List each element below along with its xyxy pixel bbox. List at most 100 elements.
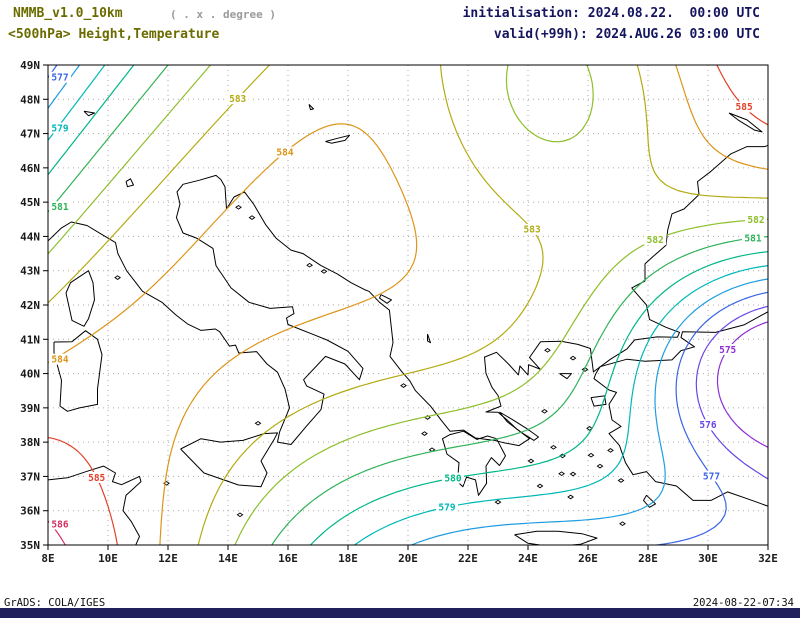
contour-label: 585: [88, 473, 105, 484]
contour-label-bg: [697, 419, 719, 431]
contour-label-bg: [85, 472, 108, 483]
island: [421, 431, 428, 436]
contour-line-575: [716, 321, 768, 448]
island: [541, 408, 548, 414]
contour-label-bg: [226, 93, 249, 104]
x-axis-label: 12E: [158, 552, 178, 565]
island: [567, 494, 574, 500]
contour-labels: 577 579 581 583 584 584 585 586 585 583 582 582 581 5…: [49, 71, 767, 530]
island: [428, 447, 436, 453]
contour-label-bg: [742, 232, 764, 244]
contour-line-583: [48, 65, 768, 545]
contour-label-bg: [49, 71, 71, 83]
y-axis-label: 40N: [20, 368, 40, 381]
contour-label: 575: [719, 345, 736, 356]
island: [569, 471, 577, 477]
contour-label-bg: [436, 501, 458, 513]
contour-line-584: [48, 65, 768, 545]
contour-line-582: [48, 65, 768, 545]
island: [596, 463, 604, 469]
contour-label-bg: [49, 353, 71, 365]
contour-label: 582: [647, 235, 664, 246]
island: [619, 521, 626, 527]
contour-label-bg: [733, 101, 756, 113]
coastline: [593, 311, 768, 507]
island: [306, 262, 313, 268]
contour-label: 584: [51, 355, 68, 366]
coastline: [379, 294, 392, 304]
contour-label: 576: [699, 420, 716, 431]
coastline: [83, 110, 95, 117]
grid-lines: [48, 65, 768, 545]
contour-label-bg: [442, 472, 464, 484]
coastline: [48, 144, 768, 447]
island: [536, 483, 544, 489]
y-axis-label: 36N: [20, 505, 40, 518]
contour-line-580: [48, 65, 768, 545]
y-axis-label: 44N: [20, 230, 40, 243]
island: [587, 452, 595, 458]
coastline: [48, 465, 142, 545]
island: [400, 383, 407, 388]
island: [114, 275, 121, 280]
contour-label-bg: [521, 223, 544, 235]
y-axis-label: 45N: [20, 196, 40, 209]
island: [617, 478, 625, 483]
contour-label: 579: [51, 123, 68, 134]
island: [527, 458, 535, 464]
y-axis-label: 43N: [20, 265, 40, 278]
coastline: [325, 134, 350, 144]
contour-label-bg: [274, 146, 296, 158]
degree-note: ( . x . degree ): [170, 8, 276, 21]
contour-label-bg: [49, 201, 71, 213]
y-axis-label: 42N: [20, 299, 40, 312]
contour-label: 580: [444, 473, 461, 484]
contour-label: 579: [438, 502, 455, 513]
y-axis-label: 39N: [20, 402, 40, 415]
contour-line-578: [48, 65, 768, 545]
axes: 8E 10E 12E 14E 16E 18E 20E 22E 24E 26E 28E 30E 32E 49…: [20, 59, 778, 565]
contour-label: 581: [744, 233, 761, 244]
level-title: <500hPa> Height,Temperature: [8, 27, 220, 42]
contour-label: 583: [229, 94, 246, 105]
coastline: [643, 494, 656, 508]
model-title: NMMB_v1.0_10km: [13, 6, 123, 21]
x-axis-label: 8E: [41, 552, 54, 565]
contour-label: 577: [703, 471, 720, 482]
x-axis-label: 26E: [578, 552, 598, 565]
coastline: [125, 178, 134, 188]
y-axis-label: 48N: [20, 93, 40, 106]
y-axis-label: 38N: [20, 436, 40, 449]
valid-time: valid(+99h): 2024.AUG.26 03:00 UTC: [493, 27, 760, 42]
contour-label: 584: [276, 148, 293, 159]
contour-label: 583: [524, 225, 541, 236]
y-axis-label: 47N: [20, 128, 40, 141]
x-axis-label: 14E: [218, 552, 238, 565]
map-content: [48, 65, 768, 545]
island: [559, 453, 566, 459]
coastline: [53, 330, 103, 412]
island: [550, 444, 557, 450]
creation-timestamp: 2024-08-22-07:34: [692, 597, 794, 609]
contour-label-bg: [49, 122, 71, 134]
contour-label-bg: [700, 470, 723, 482]
y-axis-label: 46N: [20, 162, 40, 175]
contour-label: 585: [736, 102, 753, 113]
contour-label: 577: [51, 73, 68, 84]
coastline: [308, 104, 314, 111]
contour-line-576: [695, 305, 768, 480]
coastline: [427, 333, 431, 344]
y-axis-label: 41N: [20, 333, 40, 346]
init-time: initialisation: 2024.08.22. 00:00 UTC: [462, 6, 760, 21]
x-axis-label: 22E: [458, 552, 478, 565]
contour-label: 581: [51, 202, 68, 213]
coastline: [65, 270, 95, 327]
island: [494, 499, 502, 505]
island: [607, 448, 614, 453]
island: [569, 355, 577, 361]
grads-credit: GrADS: COLA/IGES: [4, 597, 106, 609]
contour-label-bg: [49, 518, 71, 530]
y-axis-label: 37N: [20, 470, 40, 483]
island: [235, 204, 242, 210]
